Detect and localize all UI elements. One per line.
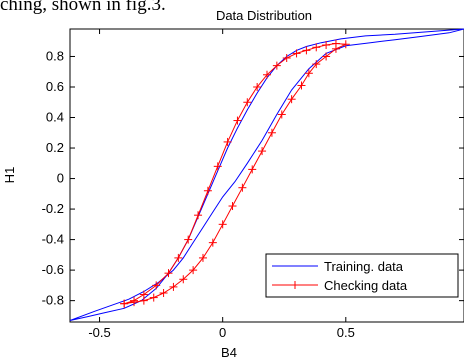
series-line-checking [124, 42, 348, 305]
checking-point [272, 61, 281, 70]
checking-point [213, 162, 222, 171]
checking-point [302, 46, 311, 55]
checking-markers [120, 39, 350, 308]
checking-point [322, 41, 331, 50]
y-tick-label: 0.8 [46, 48, 64, 63]
x-tick-label: 0 [219, 325, 226, 340]
axis-ticks: -0.5 0 0.5 -0.8 -0.6 -0.4 -0.2 0 0.2 0.4 0.6 0.8 [42, 29, 464, 340]
checking-point [292, 49, 301, 58]
checking-point [238, 183, 247, 192]
legend-box [265, 253, 459, 298]
checking-point [312, 43, 321, 52]
y-axis-label: H1 [2, 167, 17, 184]
checking-point [152, 281, 161, 290]
checking-point [203, 186, 212, 195]
checking-point [198, 253, 207, 262]
checking-point [312, 60, 321, 69]
checking-point [169, 282, 178, 291]
checking-point [243, 98, 252, 107]
checking-point [322, 52, 331, 61]
x-tick-label: 0.5 [337, 325, 355, 340]
checking-point [184, 235, 193, 244]
checking-point [139, 296, 148, 305]
checking-point [267, 128, 276, 137]
checking-point [331, 44, 340, 53]
checking-point [258, 147, 267, 156]
page-caption-fragment: ching, shown in fig.3. [0, 0, 166, 15]
checking-point [194, 211, 203, 220]
checking-point [248, 165, 257, 174]
checking-point [179, 275, 188, 284]
checking-point [149, 293, 158, 302]
checking-point [130, 298, 139, 307]
legend-label-training: Training. data [324, 259, 404, 274]
y-tick-label: 0 [57, 171, 64, 186]
y-tick-label: 0.4 [46, 110, 64, 125]
chart-title: Data Distribution [216, 8, 312, 23]
checking-point [304, 69, 313, 78]
x-axis-label: B4 [221, 345, 237, 360]
checking-point [159, 289, 168, 298]
checking-point [164, 269, 173, 278]
x-tick-label: -0.5 [88, 325, 110, 340]
y-tick-label: 0.2 [46, 140, 64, 155]
y-tick-label: 0.6 [46, 79, 64, 94]
checking-point [174, 253, 183, 262]
y-tick-label: -0.8 [42, 293, 64, 308]
checking-point [341, 40, 350, 49]
checking-point [223, 137, 232, 146]
y-tick-label: -0.4 [42, 232, 64, 247]
checking-point [282, 53, 291, 62]
checking-point [287, 95, 296, 104]
legend: Training. data Checking data [265, 253, 459, 298]
legend-label-checking: Checking data [324, 278, 408, 293]
y-tick-label: -0.2 [42, 201, 64, 216]
checking-point [233, 116, 242, 125]
legend-marker-checking [291, 281, 299, 289]
checking-point [228, 202, 237, 211]
y-tick-label: -0.6 [42, 262, 64, 277]
checking-point [208, 238, 217, 247]
checking-point [120, 299, 129, 308]
checking-point [253, 82, 262, 91]
checking-point [263, 70, 271, 79]
checking-point [218, 220, 227, 229]
series-layer [69, 28, 464, 321]
checking-point [297, 81, 306, 90]
checking-point [189, 266, 198, 275]
checking-point [277, 110, 286, 119]
